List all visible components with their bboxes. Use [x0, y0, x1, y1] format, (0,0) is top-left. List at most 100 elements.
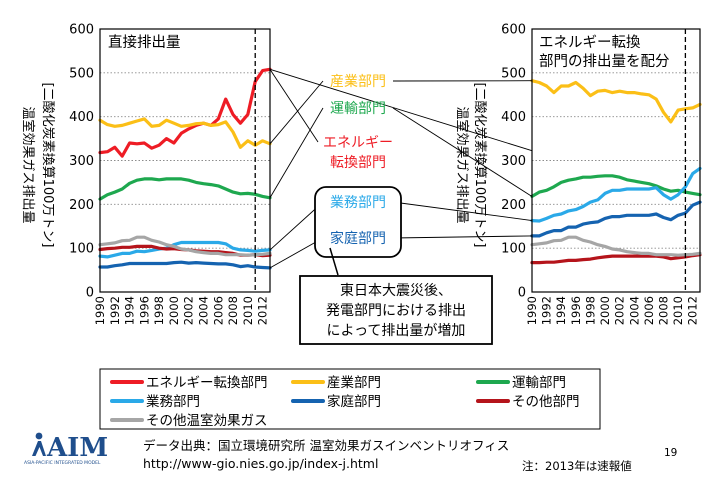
x-tick-label: 2012: [256, 296, 270, 325]
connector-right-household: [392, 235, 533, 239]
x-tick-label: 2000: [598, 296, 612, 325]
x-tick-label: 1994: [554, 296, 568, 325]
x-tick-label: 2004: [627, 296, 641, 325]
x-tick-label: 2012: [686, 296, 700, 325]
source-url[interactable]: http://www-gio.nies.go.jp/index-j.html: [143, 456, 378, 471]
series-line-ghg: [530, 235, 702, 257]
series-line-commercial: [98, 240, 272, 259]
series-line-industry: [530, 79, 702, 124]
series-line-transport: [530, 174, 702, 198]
logo-subtitle: ASIA-PACIFIC INTEGRATED MODEL: [24, 460, 101, 466]
x-tick-label: 2008: [226, 296, 240, 325]
middle-label-energy: エネルギー: [323, 135, 393, 151]
y-axis-label: [二酸化炭素換算100万トン]: [40, 83, 55, 248]
x-tick-label: 1996: [569, 296, 583, 325]
residential-commercial-box: [314, 186, 402, 258]
page-number: 19: [664, 447, 677, 459]
annotation-line-2: 発電部門における排出: [326, 303, 466, 319]
middle-label-energy: 転換部門: [330, 155, 386, 171]
y-tick-label: 600: [501, 23, 526, 38]
legend-label: 運輸部門: [512, 375, 566, 391]
source-label: データ出典：国立環境研究所 温室効果ガスインベントリオフィス: [143, 438, 509, 453]
connector-left-energy: [269, 69, 319, 143]
chart-title: 直接排出量: [108, 34, 181, 51]
x-tick-label: 2006: [211, 296, 225, 325]
legend-label: エネルギー転換部門: [146, 375, 268, 391]
middle-label-household: 家庭部門: [330, 230, 386, 247]
x-tick-label: 1990: [93, 296, 107, 325]
connector-left-industry: [269, 80, 324, 145]
annotation-box: [299, 275, 493, 345]
y-tick-label: 500: [69, 66, 94, 81]
x-tick-label: 1998: [152, 296, 166, 325]
middle-label-commercial: 業務部門: [330, 195, 386, 211]
x-tick-label: 1992: [540, 296, 554, 325]
x-tick-label: 2000: [167, 296, 181, 325]
legend-item: その他部門: [476, 394, 580, 410]
plot-frame: [531, 28, 701, 293]
series-line-household: [530, 200, 702, 238]
y-axis-label: 温室効果ガス排出量: [454, 106, 470, 223]
legend-item: 運輸部門: [476, 375, 566, 391]
figure-icon: [32, 432, 46, 456]
earthquake-annotation: 東日本大震災後、 発電部門における排出 によって排出量が増加: [299, 247, 493, 345]
y-tick-label: 300: [501, 154, 526, 169]
x-tick-label: 1998: [583, 296, 597, 325]
y-tick-label: 100: [69, 242, 94, 257]
chart-title: エネルギー転換: [539, 34, 641, 51]
x-tick-label: 2002: [182, 296, 196, 325]
y-tick-label: 400: [501, 110, 526, 125]
y-tick-label: 300: [69, 154, 94, 169]
annotation-line-3: によって排出量が増加: [327, 323, 466, 339]
legend-label: 家庭部門: [327, 393, 381, 410]
chart-title: 部門の排出量を配分: [539, 53, 670, 70]
legend-box: [99, 368, 601, 430]
y-tick-label: 100: [501, 242, 526, 257]
y-tick-label: 0: [86, 286, 94, 301]
series-line-ghg: [98, 235, 272, 257]
legend-item: 産業部門: [291, 375, 381, 391]
plot-frame: [99, 28, 271, 293]
connector-right-commercial: [392, 201, 533, 221]
legend-label: 業務部門: [146, 394, 200, 410]
connector-right-transport: [392, 107, 533, 197]
y-tick-label: 0: [518, 286, 526, 301]
series-line-commercial: [530, 166, 702, 223]
series-line-industry: [98, 117, 272, 149]
legend-item: 業務部門: [110, 394, 200, 410]
y-tick-label: 400: [69, 110, 94, 125]
annotation-pointer: [329, 247, 339, 276]
x-tick-label: 1990: [525, 296, 539, 325]
series-line-transport: [98, 177, 272, 201]
y-tick-label: 200: [69, 198, 94, 213]
legend-item: 家庭部門: [291, 393, 381, 410]
series-line-household: [98, 260, 272, 270]
aim-logo: AIM ASIA-PACIFIC INTEGRATED MODEL: [24, 432, 108, 466]
x-tick-label: 1992: [108, 296, 122, 325]
preliminary-note: 注：2013年は速報値: [522, 459, 632, 473]
series-line-other: [530, 253, 702, 265]
x-tick-label: 2002: [613, 296, 627, 325]
y-tick-label: 500: [501, 66, 526, 81]
x-tick-label: 2010: [241, 296, 255, 325]
x-tick-label: 2004: [196, 296, 210, 325]
y-axis-label: [二酸化炭素換算100万トン]: [472, 83, 487, 248]
label-connectors: [269, 68, 533, 269]
y-tick-label: 600: [69, 23, 94, 38]
middle-label-transport: 運輸部門: [330, 101, 386, 117]
connector-energy-allocation: [269, 68, 533, 152]
legend-item: その他温室効果ガス: [110, 412, 268, 429]
y-tick-label: 200: [501, 198, 526, 213]
legend-label: 産業部門: [327, 375, 381, 391]
x-tick-label: 1996: [137, 296, 151, 325]
middle-label-industry: 産業部門: [330, 74, 386, 90]
legend-label: その他温室効果ガス: [146, 412, 268, 429]
x-tick-label: 2006: [642, 296, 656, 325]
x-tick-label: 2008: [656, 296, 670, 325]
x-tick-label: 1994: [123, 296, 137, 325]
